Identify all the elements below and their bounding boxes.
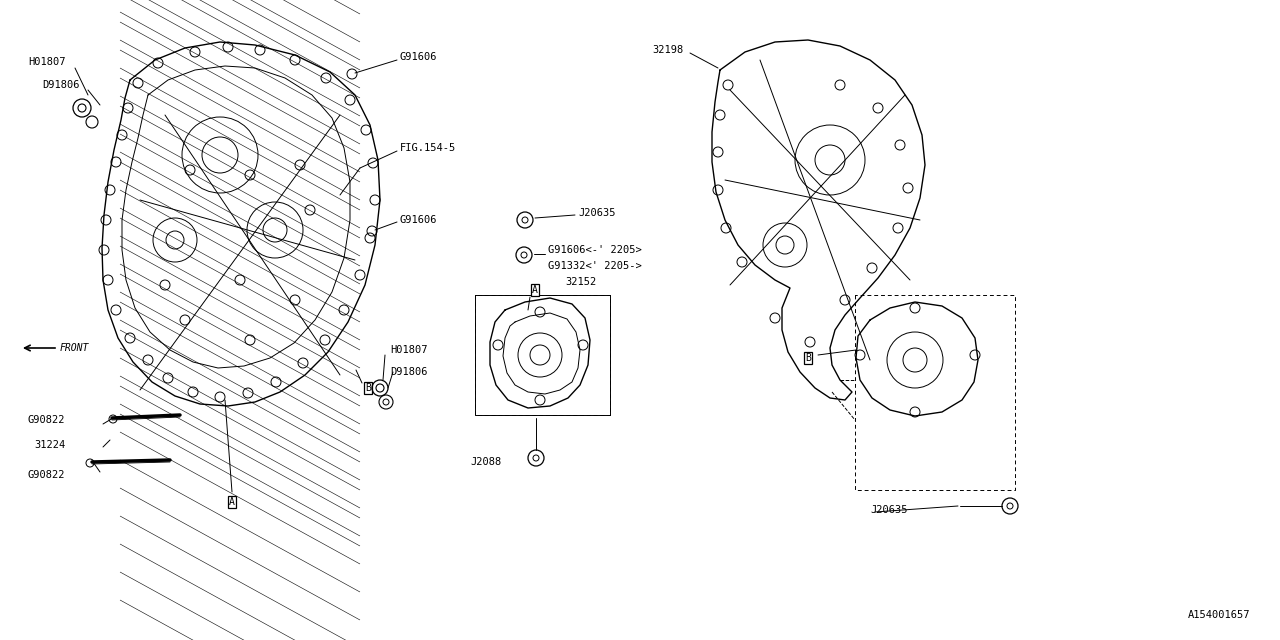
Text: J2088: J2088 (470, 457, 502, 467)
Text: A154001657: A154001657 (1188, 610, 1251, 620)
Text: G91606: G91606 (399, 215, 438, 225)
Text: 31224: 31224 (35, 440, 65, 450)
Text: B: B (365, 383, 371, 393)
Text: D91806: D91806 (42, 80, 79, 90)
Text: G91606<-' 2205>: G91606<-' 2205> (548, 245, 641, 255)
Text: A: A (532, 285, 538, 295)
Text: FIG.154-5: FIG.154-5 (399, 143, 456, 153)
Text: J20635: J20635 (870, 505, 908, 515)
Text: B: B (805, 353, 812, 363)
Text: G91606: G91606 (399, 52, 438, 62)
Text: D91806: D91806 (390, 367, 428, 377)
Text: 32198: 32198 (652, 45, 684, 55)
Text: H01807: H01807 (28, 57, 65, 67)
Text: J20635: J20635 (579, 208, 616, 218)
Text: A: A (229, 497, 236, 507)
Text: G90822: G90822 (28, 415, 65, 425)
Text: G90822: G90822 (28, 470, 65, 480)
Text: FRONT: FRONT (60, 343, 90, 353)
Text: H01807: H01807 (390, 345, 428, 355)
Text: G91332<' 2205->: G91332<' 2205-> (548, 261, 641, 271)
Text: 32152: 32152 (564, 277, 596, 287)
